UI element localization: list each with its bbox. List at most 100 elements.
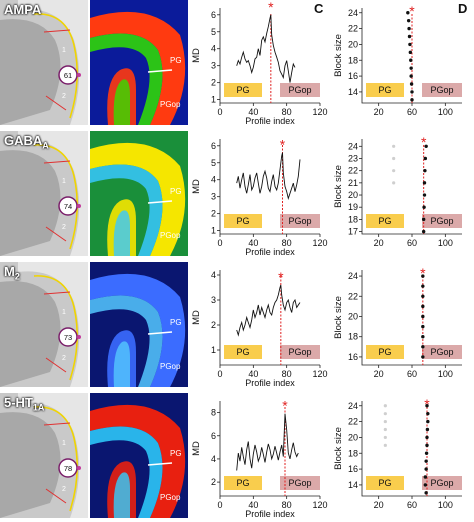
peak-star: *	[420, 265, 426, 281]
gray-point	[392, 181, 396, 185]
region-label-pg: PG	[170, 187, 182, 196]
autoradiograph-panel: PG PGop	[90, 131, 188, 256]
region-box-pg-label: PG	[378, 216, 391, 226]
block-point	[425, 435, 429, 440]
region-box-pg-label: PG	[236, 85, 249, 95]
y-tick-label: 22	[348, 291, 358, 301]
block-point	[406, 11, 410, 15]
x-tick-label: 120	[312, 238, 327, 248]
region-box-pg-label: PG	[378, 347, 391, 357]
x-tick-label: 100	[438, 369, 453, 379]
region-box-pg-label: PG	[378, 85, 391, 95]
y-tick-label: 1	[211, 345, 216, 355]
region-box-pgop-label: PGop	[430, 216, 453, 226]
x-tick-label: 120	[312, 369, 327, 379]
y-tick-label: 3	[211, 61, 216, 71]
y-tick-label: 18	[348, 332, 358, 342]
region-box-pgop-label: PGop	[288, 85, 311, 95]
receptor-label: 5-HT1A	[4, 395, 45, 413]
y-tick-label: 16	[348, 464, 358, 474]
block-point	[424, 144, 428, 149]
block-point	[409, 82, 414, 86]
region-box-pgop	[280, 83, 320, 97]
x-tick-label: 60	[407, 500, 417, 510]
block-point	[422, 205, 426, 209]
region-box-pgop-label: PGop	[430, 347, 453, 357]
panel-letter-d: D	[458, 1, 468, 16]
region-box-pg	[366, 214, 404, 228]
layer-label: 2	[62, 355, 66, 362]
y-tick-label: 14	[348, 87, 358, 97]
y-axis-label: MD	[191, 179, 202, 194]
block-point	[424, 491, 428, 495]
block-point	[421, 355, 425, 359]
region-box-pg	[224, 345, 262, 359]
layer-label: 1	[62, 178, 66, 185]
y-tick-label: 22	[348, 24, 358, 34]
layer-label: 1	[62, 309, 66, 316]
y-tick-label: 2	[211, 320, 216, 330]
y-tick-label: 2	[211, 209, 216, 219]
region-box-pgop	[422, 214, 462, 228]
x-tick-label: 40	[248, 500, 258, 510]
gray-point	[383, 427, 387, 432]
border-position-value: 78	[64, 464, 72, 473]
block-point	[409, 74, 413, 78]
y-tick-label: 19	[348, 202, 358, 212]
region-label-pgop: PGop	[160, 100, 181, 109]
receptor-label: AMPA	[4, 2, 42, 17]
x-tick-label: 40	[248, 369, 258, 379]
block-point	[421, 274, 425, 278]
cortex-boundary	[33, 144, 78, 250]
y-axis-label: MD	[191, 310, 202, 325]
y-tick-label: 6	[211, 10, 216, 20]
x-axis-label: Profile index	[245, 378, 295, 387]
peak-star: *	[424, 396, 430, 412]
border-line	[147, 200, 173, 204]
x-tick-label: 100	[438, 238, 453, 248]
region-box-pgop-label: PGop	[430, 85, 453, 95]
gray-point	[392, 156, 396, 161]
md-series-line	[236, 413, 299, 471]
histology-panel: 1 2 61 AMPA	[0, 0, 88, 125]
block-point	[421, 335, 425, 339]
region-label-pg: PG	[170, 318, 182, 327]
x-tick-label: 20	[374, 369, 384, 379]
y-tick-label: 17	[348, 227, 358, 237]
block-point	[409, 66, 413, 70]
region-box-pg-label: PG	[236, 347, 249, 357]
histology-panel: 1 2 78 5-HT1A	[0, 393, 88, 518]
x-tick-label: 120	[312, 107, 327, 117]
histology-image: 1 2 73	[0, 262, 88, 387]
y-tick-label: 24	[348, 401, 358, 411]
peak-star: *	[409, 3, 415, 19]
layer-label: 1	[62, 440, 66, 447]
y-tick-label: 20	[348, 39, 358, 49]
block-point	[409, 58, 413, 62]
block-point	[423, 168, 427, 173]
y-tick-label: 24	[348, 271, 358, 281]
y-tick-label: 4	[211, 44, 216, 54]
x-tick-label: 20	[374, 500, 384, 510]
y-tick-label: 4	[211, 454, 216, 464]
block-point	[421, 324, 425, 329]
region-box-pgop-label: PGop	[288, 347, 311, 357]
layer-label: 2	[62, 93, 66, 100]
gray-point	[383, 443, 387, 447]
block-point	[424, 459, 428, 463]
y-tick-label: 3	[211, 295, 216, 305]
block-point	[426, 419, 430, 424]
y-tick-label: 2	[211, 78, 216, 88]
block-point	[421, 345, 425, 349]
autoradiograph-panel: PG PGop	[90, 262, 188, 387]
x-tick-label: 60	[407, 369, 417, 379]
x-tick-label: 0	[217, 238, 222, 248]
y-axis-label: MD	[191, 48, 202, 63]
block-point	[426, 411, 430, 416]
region-box-pg-label: PG	[236, 478, 249, 488]
peak-star: *	[268, 0, 274, 15]
block-point	[408, 50, 413, 55]
